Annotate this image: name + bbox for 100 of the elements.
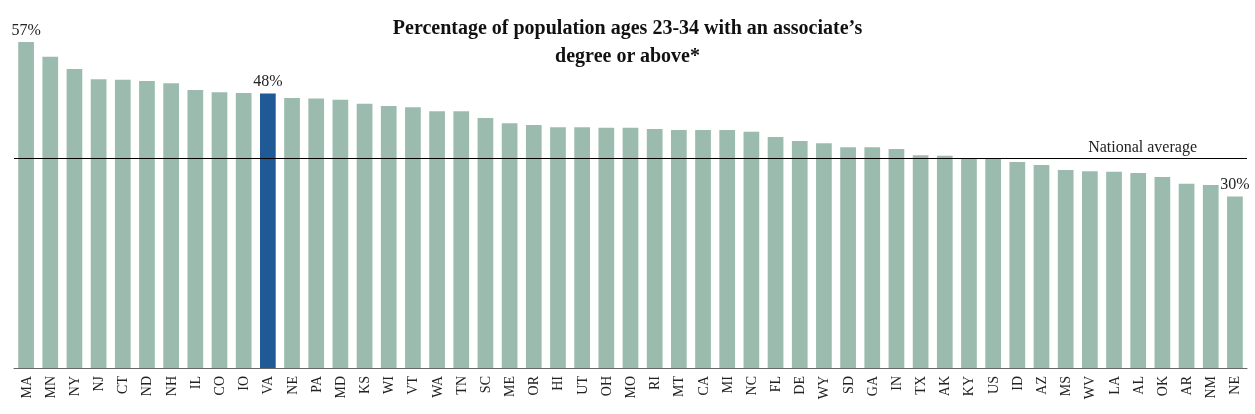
bar [767, 136, 784, 368]
x-tick-label: ND [139, 376, 155, 397]
x-tick-label: HI [550, 375, 566, 391]
x-tick-label: US [985, 376, 1001, 394]
ref-line-label: National average [1088, 137, 1197, 156]
x-tick-label: NY [66, 376, 82, 397]
bar [985, 158, 1001, 368]
x-tick-label: KY [961, 376, 977, 397]
bar [791, 140, 808, 368]
bar [816, 143, 832, 368]
x-tick-label: WV [1082, 376, 1098, 400]
x-tick-label: WI [381, 375, 397, 394]
bar [671, 130, 687, 368]
x-tick-label: OK [1154, 376, 1170, 397]
x-tick-label: MO [623, 376, 638, 399]
bar [90, 79, 107, 368]
x-tick-label: CO [212, 376, 227, 396]
bar [936, 155, 953, 368]
bar [1178, 183, 1195, 368]
x-tick-label: TX [913, 376, 929, 395]
bar [18, 42, 34, 368]
bar [308, 98, 325, 368]
x-tick-label: PA [308, 375, 324, 393]
data-label: 30% [1220, 174, 1250, 192]
x-tick-label: TN [453, 376, 469, 395]
x-tick-label: ID [1009, 376, 1025, 391]
x-tick-label: KS [357, 376, 373, 394]
bar [695, 130, 711, 368]
x-tick-label: MA [18, 375, 34, 399]
bar [743, 131, 760, 368]
x-tick-label: WY [816, 376, 832, 400]
bar [332, 99, 349, 368]
bar [187, 90, 204, 368]
x-tick-label: GA [864, 375, 880, 397]
x-tick-label: IO [236, 376, 252, 391]
bar [380, 106, 397, 368]
x-tick-label: MI [719, 375, 735, 394]
x-tick-label: SC [477, 376, 493, 394]
x-tick-label: VT [405, 375, 421, 395]
bar [1130, 172, 1147, 368]
bar [1009, 162, 1026, 368]
x-tick-label: NC [743, 376, 759, 396]
bar [912, 155, 929, 368]
bar [429, 111, 445, 368]
x-tick-label: CT [115, 375, 131, 394]
bar [260, 93, 276, 368]
x-tick-label: AL [1130, 376, 1146, 395]
x-tick-label: NE [284, 376, 300, 395]
x-tick-label: OH [598, 376, 614, 397]
x-tick-label: OR [526, 375, 542, 396]
x-tick-label: IN [888, 376, 904, 391]
bar [501, 123, 518, 368]
x-tick-label: UT [574, 375, 590, 395]
bar [961, 158, 977, 368]
x-tick-label: CA [695, 375, 711, 396]
bar [66, 68, 83, 368]
bar [284, 98, 300, 368]
bar [550, 127, 566, 368]
bar [356, 103, 373, 368]
x-tick-label: LA [1106, 375, 1122, 395]
x-tick-label: SD [840, 376, 856, 394]
bar [139, 80, 155, 368]
bar [477, 118, 494, 368]
bar [622, 127, 639, 368]
x-tick-label: NM [1203, 375, 1219, 399]
bar [453, 111, 470, 368]
chart-title: Percentage of population ages 23-34 with an associate’s degree or above* [392, 16, 863, 67]
bar [235, 92, 252, 368]
x-tick-label: ME [502, 376, 518, 397]
x-tick-label: MS [1058, 376, 1074, 397]
x-tick-label: MN [42, 376, 58, 399]
bar [211, 92, 228, 368]
bar [574, 127, 590, 368]
x-tick-label: VA [260, 375, 276, 395]
bar [719, 130, 736, 368]
bar [1057, 170, 1074, 368]
x-tick-label: FL [768, 376, 784, 393]
bar [1033, 164, 1050, 368]
bar [42, 56, 59, 368]
bar [525, 124, 542, 368]
bar [114, 79, 131, 368]
x-tick-label: NE [1227, 376, 1243, 395]
x-tick-label: IL [187, 376, 203, 390]
bar [1154, 176, 1171, 368]
x-tick-label: AZ [1034, 376, 1049, 395]
x-tick-label: RI [647, 375, 663, 390]
x-tick-label: AR [1179, 375, 1195, 396]
bar [405, 107, 421, 368]
bar [1082, 171, 1098, 368]
x-tick-label: WA [429, 375, 445, 398]
bar [646, 128, 663, 368]
x-tick-label: AK [937, 376, 953, 397]
data-label: 48% [253, 71, 283, 89]
data-label: 57% [11, 20, 41, 38]
bar [1227, 196, 1243, 368]
bar [1106, 171, 1122, 368]
bar [1202, 184, 1219, 368]
x-tick-label: MD [332, 376, 348, 399]
bar [163, 83, 179, 368]
x-tick-label: MT [671, 375, 687, 397]
